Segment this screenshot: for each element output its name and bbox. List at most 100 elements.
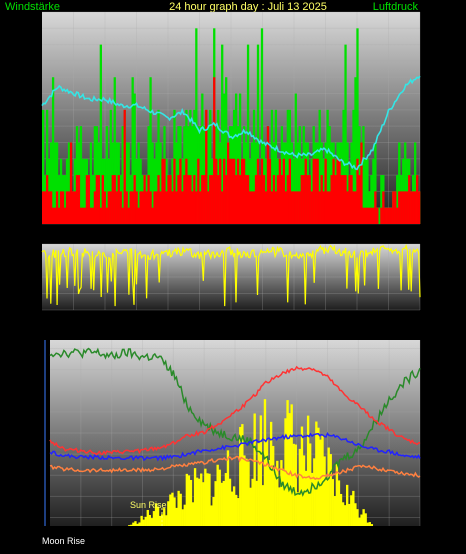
wind-speed-bar (314, 158, 317, 224)
solar-bar (274, 467, 277, 526)
wind-speed-bar (49, 191, 53, 224)
solar-bar (276, 460, 279, 526)
wind-speed-bar (392, 191, 395, 224)
solar-bar (339, 493, 343, 526)
wind-speed-bar (276, 175, 280, 224)
wind-speed-bar (320, 175, 323, 224)
wind-speed-bar (209, 175, 212, 224)
solar-bar (187, 475, 191, 526)
wind-speed-bar (211, 175, 214, 224)
wind-speed-bar (346, 191, 349, 224)
solar-bar (329, 454, 332, 526)
gust-bar (326, 109, 329, 224)
solar-bar (331, 479, 334, 526)
solar-bar (206, 473, 209, 526)
gust-bar (93, 126, 97, 224)
wind-speed-bar (139, 191, 142, 224)
gust-bar (344, 44, 347, 224)
wind-speed-bar (143, 175, 146, 224)
wind-speed-bar (318, 191, 321, 224)
gust-bar (250, 142, 254, 224)
gust-bar (364, 158, 367, 224)
solar-bar (309, 443, 312, 526)
solar-bar (323, 456, 326, 526)
solar-bar (235, 494, 238, 526)
wind-speed-bar (268, 158, 272, 224)
wind-speed-bar (115, 191, 118, 224)
solar-bar (230, 491, 234, 526)
wind-speed-bar (240, 158, 244, 224)
gust-bar (380, 175, 383, 224)
solar-bar (140, 515, 143, 526)
gust-bar (370, 175, 373, 224)
solar-bar (193, 468, 197, 526)
solar-bar (150, 518, 154, 526)
solar-bar (191, 502, 195, 526)
wind-speed-bar (123, 109, 126, 224)
gust-bar (121, 126, 124, 224)
gust-bar (89, 142, 93, 224)
wind-speed-bar (61, 191, 65, 224)
gust-bar (238, 93, 242, 225)
solar-bar (165, 515, 168, 526)
wind-speed-bar (330, 175, 333, 224)
wind-speed-bar (107, 191, 110, 224)
solar-bar (335, 463, 339, 526)
wind-speed-bar (203, 175, 206, 224)
wind-speed-bar (292, 191, 295, 224)
gust-bar (199, 126, 202, 224)
wind-speed-bar (232, 158, 236, 224)
solar-bar (278, 487, 281, 526)
gust-bar (109, 109, 112, 224)
wind-speed-bar (380, 207, 383, 224)
solar-bar (315, 421, 318, 526)
solar-bar (146, 509, 149, 526)
solar-bar (245, 458, 248, 526)
wind-speed-bar (45, 175, 49, 224)
solar-bar (158, 515, 162, 526)
wind-speed-bar (416, 175, 419, 224)
pressure-line (41, 75, 421, 171)
gust-bar (99, 44, 102, 224)
wind-speed-bar (338, 158, 341, 224)
solar-bar (348, 503, 351, 526)
wind-speed-bar (137, 207, 140, 224)
solar-bar (327, 447, 330, 526)
wind-speed-bar (215, 158, 218, 224)
wind-direction-chart (41, 243, 421, 311)
solar-bar (272, 445, 275, 526)
wind-speed-bar (258, 175, 262, 224)
wind-speed-bar (71, 191, 75, 224)
wind-speed-bar (270, 191, 274, 224)
wind-speed-bar (193, 175, 196, 224)
solar-bar (222, 480, 226, 526)
wind-speed-bar (221, 191, 224, 224)
gust-bar (113, 77, 116, 224)
wind-speed-bar (129, 191, 132, 224)
wind-speed-bar (163, 158, 166, 224)
gust-bar (193, 109, 196, 224)
wind-speed-bar (390, 207, 393, 224)
solar-bar (195, 477, 199, 526)
wind-speed-bar (326, 191, 329, 224)
solar-bar (269, 421, 273, 526)
wind-speed-bar (374, 191, 377, 224)
wind-speed-bar (296, 191, 299, 224)
gust-bar (45, 109, 49, 224)
gust-bar (175, 142, 178, 224)
solar-bar (261, 485, 265, 526)
solar-bar (282, 470, 285, 526)
wind-speed-bar (310, 191, 313, 224)
pressure-axis-title: Luftdruck (373, 1, 419, 13)
wind-speed-bar (117, 175, 120, 224)
gust-bar (298, 126, 301, 224)
gust-bar (155, 142, 158, 224)
wind-speed-bar (87, 175, 91, 224)
wind-speed-bar (334, 175, 337, 224)
gust-bar (67, 142, 71, 224)
wind-speed-bar (167, 175, 170, 224)
gust-bar (149, 77, 152, 224)
wind-speed-bar (262, 175, 266, 224)
wind-speed-bar (386, 207, 389, 224)
gust-bar (286, 109, 289, 224)
